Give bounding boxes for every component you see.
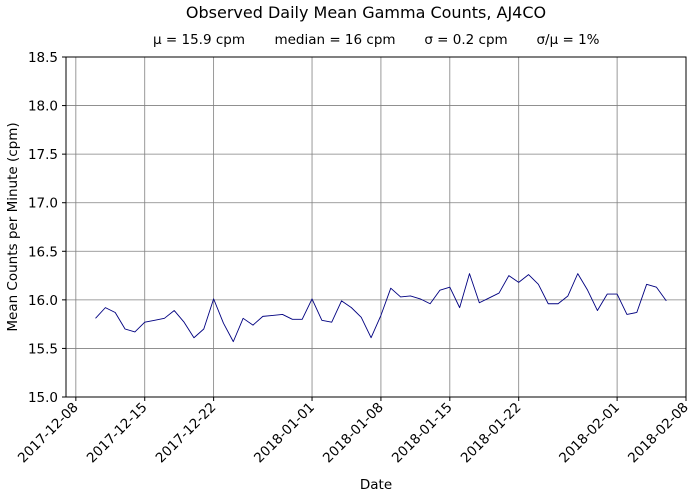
x-tick-label: 2018-02-01 <box>556 400 623 467</box>
data-point <box>410 295 411 296</box>
series-line <box>95 273 667 343</box>
data-point <box>489 297 490 298</box>
data-point <box>115 312 116 313</box>
data-point <box>292 319 293 320</box>
axis-ticks: 15.0 15.5 16.0 16.5 17.0 17.5 18.0 18.5 2017-12-… <box>15 50 692 466</box>
data-point <box>351 307 352 308</box>
data-point <box>252 325 253 326</box>
data-point <box>646 284 647 285</box>
data-point <box>439 290 440 291</box>
data-point <box>459 307 460 308</box>
data-point <box>312 298 313 299</box>
data-point <box>125 329 126 330</box>
data-point <box>420 298 421 299</box>
data-point <box>233 341 234 342</box>
data-point <box>479 302 480 303</box>
data-point <box>469 273 470 274</box>
data-point <box>449 287 450 288</box>
x-tick-label: 2018-02-08 <box>625 400 692 467</box>
y-tick-label: 17.5 <box>28 147 58 163</box>
data-point <box>528 274 529 275</box>
y-tick-label: 16.0 <box>28 293 58 309</box>
data-point <box>203 329 204 330</box>
data-point <box>174 310 175 311</box>
data-point <box>499 293 500 294</box>
y-tick-label: 18.5 <box>28 50 58 66</box>
x-tick-label: 2018-01-15 <box>389 400 456 467</box>
x-tick-label: 2017-12-08 <box>15 400 82 467</box>
data-point <box>587 290 588 291</box>
data-point <box>95 318 96 319</box>
data-point <box>607 294 608 295</box>
chart-title: Observed Daily Mean Gamma Counts, AJ4CO <box>186 3 546 22</box>
data-point <box>282 314 283 315</box>
data-point <box>262 316 263 317</box>
data-point <box>134 331 135 332</box>
data-point <box>390 288 391 289</box>
data-point <box>400 296 401 297</box>
x-tick-label: 2017-12-22 <box>153 400 220 467</box>
data-point <box>164 318 165 319</box>
data-point <box>154 320 155 321</box>
data-point <box>184 322 185 323</box>
grid <box>66 56 687 398</box>
data-point <box>302 319 303 320</box>
data-point <box>361 317 362 318</box>
chart-subtitle: μ = 15.9 cpm median = 16 cpm σ = 0.2 cpm… <box>153 32 600 48</box>
stat-cv: σ/μ = 1% <box>536 32 599 48</box>
data-point <box>558 303 559 304</box>
data-point <box>321 320 322 321</box>
y-tick-label: 17.0 <box>28 196 58 212</box>
y-tick-label: 15.5 <box>28 341 58 357</box>
data-point <box>243 318 244 319</box>
x-tick-label: 2018-01-22 <box>458 400 525 467</box>
stat-stddev: σ = 0.2 cpm <box>424 32 507 48</box>
data-point <box>430 303 431 304</box>
data-point <box>636 312 637 313</box>
data-point <box>567 295 568 296</box>
y-tick-label: 15.0 <box>28 390 58 406</box>
x-tick-label: 2017-12-15 <box>84 400 151 467</box>
plot-area-frame <box>65 56 687 398</box>
data-point <box>144 322 145 323</box>
data-point <box>666 300 667 301</box>
data-point <box>548 303 549 304</box>
stat-median: median = 16 cpm <box>274 32 395 48</box>
data-point <box>577 273 578 274</box>
data-point <box>518 282 519 283</box>
y-axis-label: Mean Counts per Minute (cpm) <box>5 122 21 331</box>
data-point <box>341 300 342 301</box>
data-point <box>626 314 627 315</box>
data-point <box>380 315 381 316</box>
data-point <box>272 315 273 316</box>
data-point <box>597 310 598 311</box>
x-tick-label: 2018-01-08 <box>320 400 387 467</box>
data-point <box>656 287 657 288</box>
series-layer <box>95 273 667 343</box>
data-point <box>213 298 214 299</box>
data-point <box>193 337 194 338</box>
y-tick-label: 16.5 <box>28 244 58 260</box>
data-point <box>508 275 509 276</box>
x-axis-label: Date <box>360 477 392 493</box>
data-point <box>538 284 539 285</box>
data-point <box>223 323 224 324</box>
stat-mean: μ = 15.9 cpm <box>153 32 245 48</box>
y-tick-label: 18.0 <box>28 99 58 115</box>
data-point <box>617 294 618 295</box>
data-point <box>331 322 332 323</box>
x-tick-label: 2018-01-01 <box>251 400 318 467</box>
data-point <box>105 307 106 308</box>
data-point <box>371 337 372 338</box>
